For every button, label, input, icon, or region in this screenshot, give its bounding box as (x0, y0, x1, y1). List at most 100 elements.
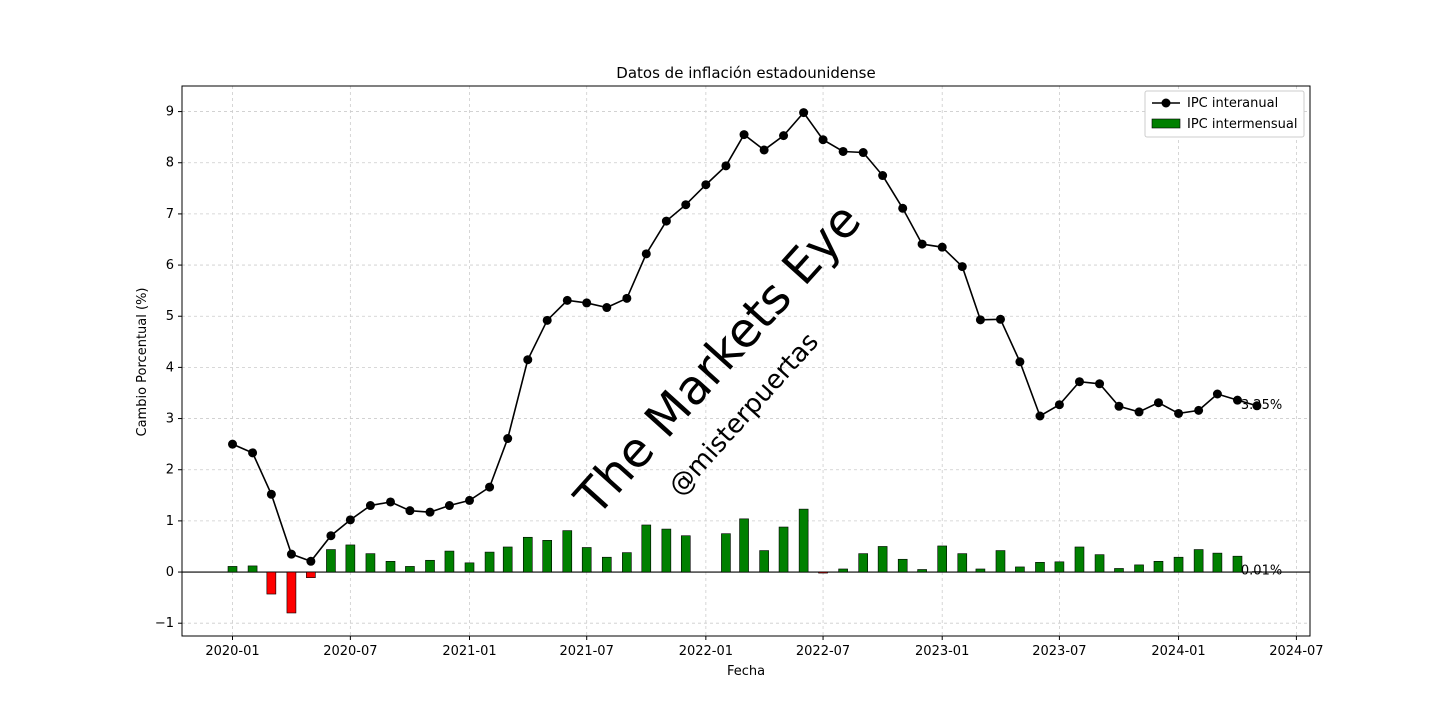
y-tick-label: 9 (166, 105, 174, 120)
yoy-point (286, 549, 296, 559)
x-tick-label: 2021-07 (560, 644, 614, 659)
yoy-point (465, 495, 475, 505)
annotations: 3.25% 0.01% (1241, 398, 1282, 579)
y-tick-label: 1 (166, 514, 174, 529)
yoy-point (917, 239, 927, 249)
yoy-point (858, 148, 868, 158)
y-axis-label: Cambio Porcentual (%) (135, 288, 150, 437)
mom-bar (522, 536, 533, 573)
mom-bar (1252, 571, 1262, 573)
yoy-point (661, 216, 671, 226)
yoy-point (957, 262, 967, 272)
yoy-point (503, 434, 513, 444)
yoy-point (1134, 407, 1144, 417)
yoy-point (306, 556, 316, 566)
yoy-point (345, 515, 355, 525)
mom-bar (306, 571, 316, 578)
yoy-point (1015, 357, 1025, 367)
mom-bars (227, 508, 1262, 614)
yoy-point (995, 314, 1005, 324)
x-tick-label: 2020-07 (323, 644, 377, 659)
grid (182, 86, 1310, 636)
mom-bar (1193, 549, 1204, 573)
mom-bar (739, 518, 749, 573)
mom-bar (1212, 552, 1223, 573)
mom-bar (1015, 566, 1025, 573)
legend-box (1144, 90, 1305, 138)
yoy-point (1252, 401, 1262, 411)
yoy-point (1153, 398, 1163, 408)
plot-frame (181, 85, 1311, 637)
mom-bar (897, 558, 908, 573)
watermark: The Markets Eye @misterpuertas (563, 193, 872, 527)
mom-bar (1173, 556, 1184, 573)
mom-bar (1094, 554, 1105, 573)
yoy-point (425, 507, 435, 517)
yoy-point (1095, 379, 1105, 389)
legend-label-mom: IPC intermensual (1187, 117, 1297, 132)
legend: IPC interanual IPC intermensual (1144, 90, 1305, 138)
mom-bar (542, 540, 553, 573)
y-tick-label: 8 (166, 156, 174, 171)
mom-bar (425, 559, 435, 573)
mom-bar (838, 568, 848, 573)
mom-bar (1232, 555, 1243, 573)
yoy-point (878, 171, 888, 181)
mom-bar (601, 556, 612, 573)
yoy-point (898, 203, 908, 213)
mom-bar (444, 550, 455, 573)
mom-bar (1134, 564, 1144, 573)
yoy-point (818, 135, 828, 145)
yoy-point (779, 131, 789, 141)
mom-bar (405, 566, 415, 573)
chart-title: Datos de inflación estadounidense (616, 64, 875, 82)
yoy-point (721, 161, 731, 171)
x-tick-label: 2022-07 (796, 644, 850, 659)
yoy-point (582, 298, 592, 308)
mom-bar (385, 561, 396, 573)
annotation-label: 0.01% (1241, 564, 1282, 579)
yoy-point (1114, 401, 1124, 411)
y-tick-label: 3 (166, 412, 174, 427)
x-tick-label: 2022-01 (679, 644, 733, 659)
mom-bar (957, 553, 968, 573)
yoy-point (975, 315, 985, 325)
mom-bar (464, 562, 475, 573)
yoy-point (838, 146, 848, 156)
mom-bar (1074, 546, 1085, 573)
annotation-label: 3.25% (1241, 398, 1282, 413)
y-tick-label: 6 (166, 258, 174, 273)
mom-bar (798, 508, 809, 573)
mom-bar (721, 533, 731, 573)
legend-marker-swatch (1161, 98, 1171, 108)
mom-bar (1153, 561, 1164, 573)
axes: −1 0 1 2 3 4 5 6 7 8 9 2020-01 2020-07 2021-01 2021-07… (155, 85, 1324, 659)
yoy-point (386, 497, 396, 507)
yoy-point (1035, 411, 1045, 421)
yoy-point (562, 295, 572, 305)
mom-bar (858, 553, 869, 573)
yoy-point (1174, 408, 1184, 418)
x-tick-label: 2020-01 (205, 644, 259, 659)
mom-bar (917, 569, 927, 573)
x-axis-label: Fecha (727, 664, 765, 679)
x-tick-label: 2023-01 (915, 644, 969, 659)
yoy-point (759, 145, 769, 155)
mom-bar (286, 571, 297, 614)
mom-bar (818, 571, 828, 574)
y-tick-label: 2 (166, 463, 174, 478)
yoy-point (228, 439, 238, 449)
y-tick-label: 4 (166, 360, 174, 375)
mom-bar (502, 546, 513, 573)
yoy-point (701, 180, 711, 190)
mom-bar (975, 568, 986, 573)
yoy-point (444, 501, 454, 511)
legend-label-yoy: IPC interanual (1187, 96, 1278, 111)
y-tick-label: −1 (155, 616, 174, 631)
yoy-point (641, 249, 651, 259)
mom-bar (778, 526, 789, 573)
yoy-point (937, 242, 947, 252)
yoy-point (681, 200, 691, 210)
mom-bar (247, 565, 258, 573)
